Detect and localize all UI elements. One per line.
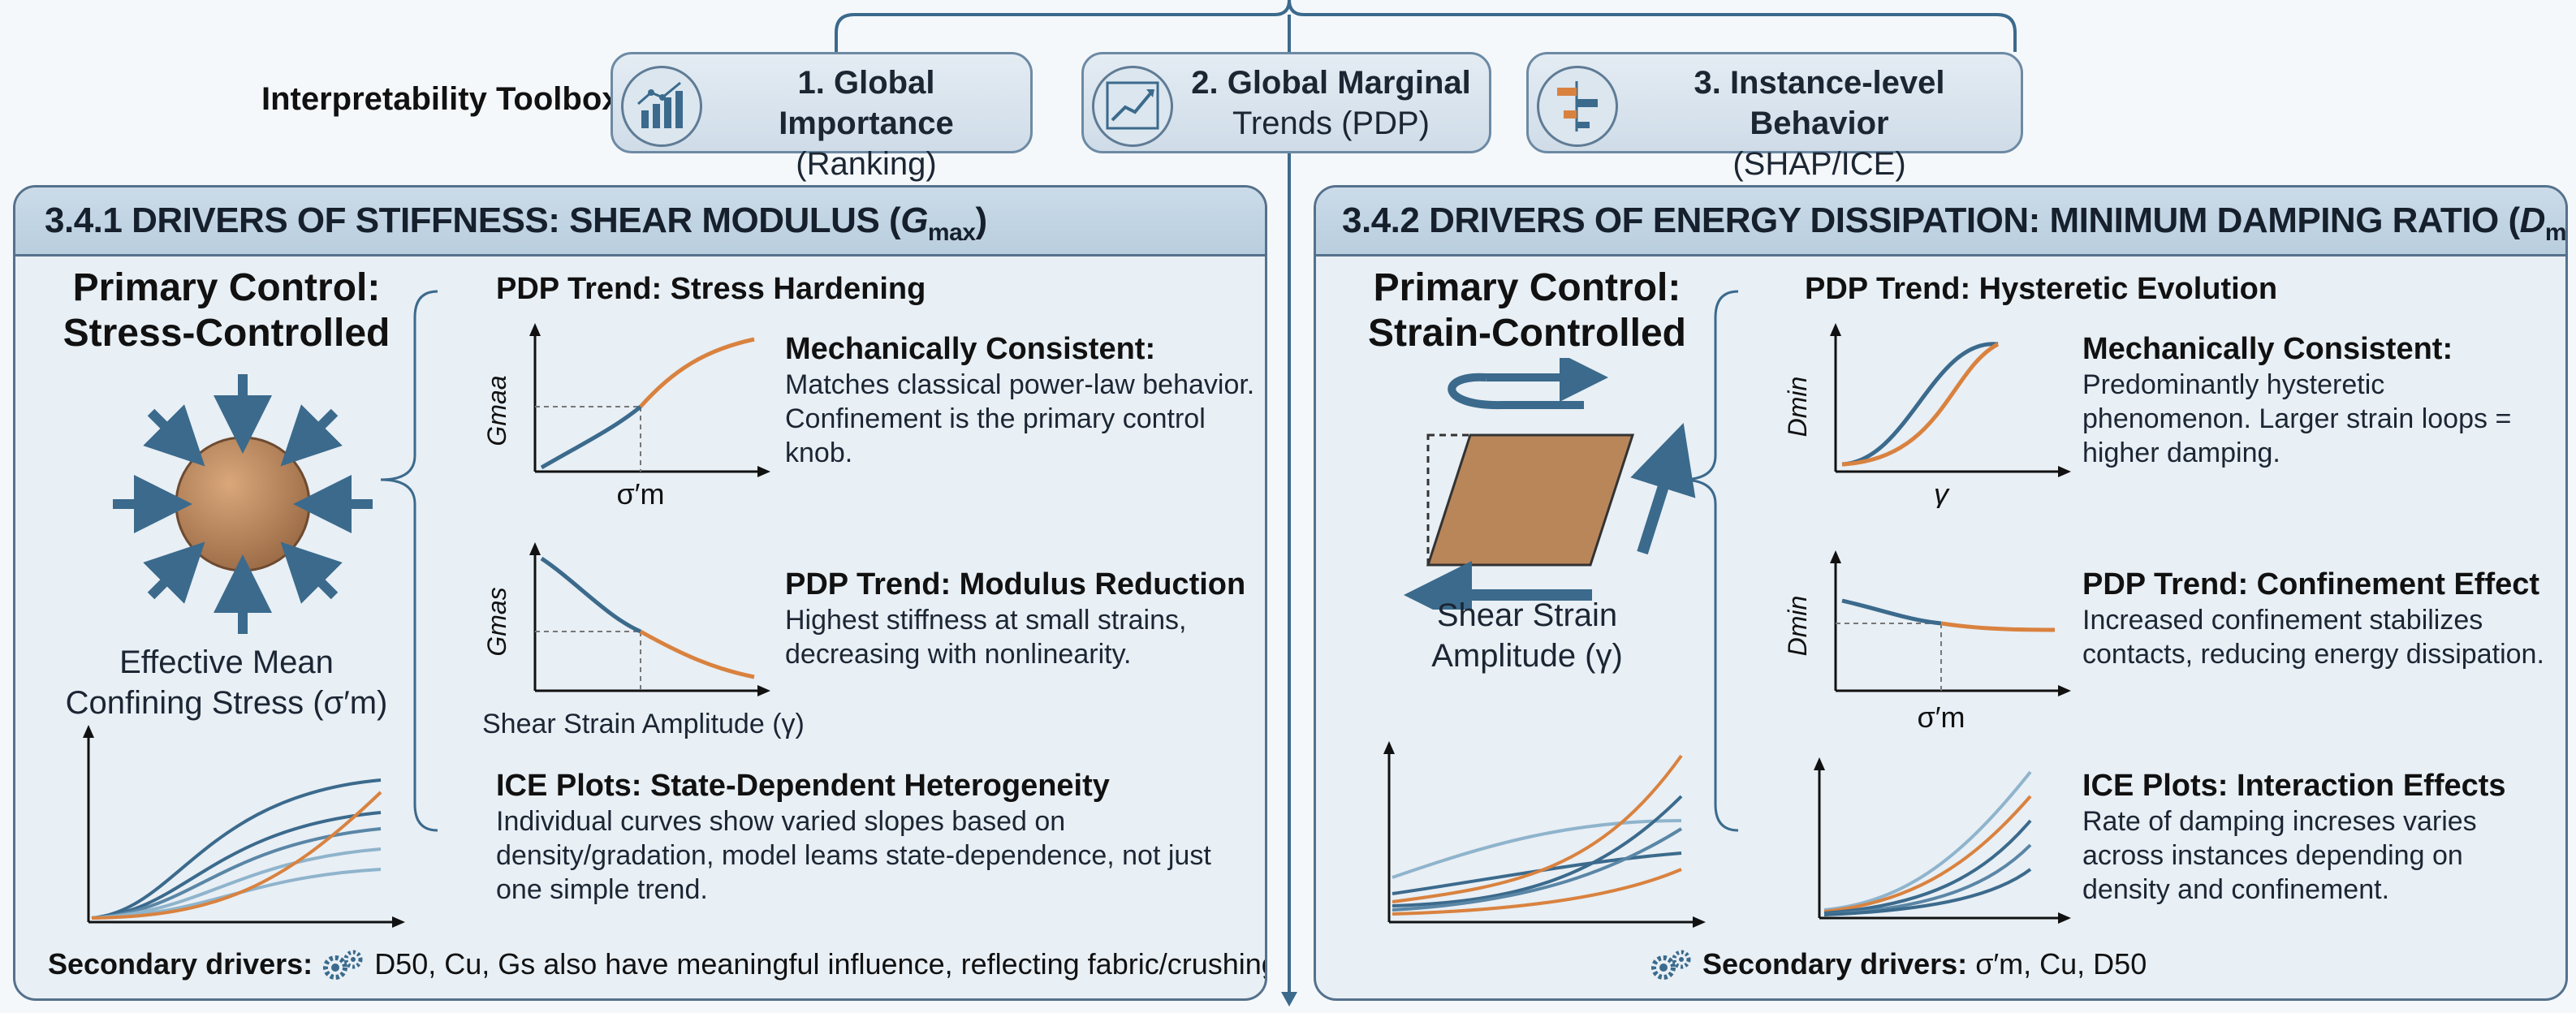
strain-caption: Shear Strain Amplitude (γ) [1431,597,1623,674]
toolbox-item-1-sub: (Ranking) [796,146,937,182]
stiffness-mech-body: Matches classical power-law behavior. Co… [785,369,1255,468]
gears-icon [323,950,363,981]
pdp-hysteretic-evolution-plot: Dmin γ [1787,323,2071,508]
dissipation-pdp1-heading: PDP Trend: Hysteretic Evolution [1805,272,2278,306]
bar-chart-icon [621,66,702,147]
pdp-stress-hardening-plot: Gmaa σ′m [486,323,770,508]
dissipation-pdp2-body: Increased confinement stabilizes contact… [2082,605,2544,670]
stiffness-pdp2-ylabel: Gmas [486,587,511,656]
global-importance-button[interactable]: 1. Global Importance (Ranking) [611,52,1033,182]
stiffness-ice-body: Individual curves show varied slopes bas… [496,806,1211,905]
toolbox-item-2-sub: Trends (PDP) [1232,106,1430,141]
stiffness-pdp1-heading: PDP Trend: Stress Hardening [496,272,926,306]
instance-level-behavior-button[interactable]: 3. Instance-level Behavior (SHAP/ICE) [1526,52,2023,182]
dissipation-pdp2-xlabel: σ′m [1918,700,1965,734]
stiffness-pdp1-ylabel: Gmaa [486,375,511,446]
dissipation-ice-heading: ICE Plots: Interaction Effects [2082,769,2506,803]
toolbox-label: Interpretability Toolbox: [261,81,631,117]
shap-bars-icon [1537,66,1618,147]
dissipation-mech-body: Predominantly hysteretic phenomenon. Lar… [2082,369,2512,468]
dissipation-panel-header: 3.4.2 DRIVERS OF ENERGY DISSIPATION: MIN… [1316,188,2565,256]
stress-caption: Effective Mean Confining Stress (σ′m) [65,644,388,721]
ice-plot-damping-left [1383,741,1706,928]
toolbox-item-2-title: 2. Global Marginal [1191,65,1471,101]
dissipation-primary-heading: Primary Control: Strain-Controlled [1368,266,1686,355]
dissipation-mech-heading: Mechanically Consistent: [2082,332,2453,366]
dissipation-ice-body: Rate of damping increses varies across i… [2082,806,2477,905]
dissipation-pdp2-heading: PDP Trend: Confinement Effect [2082,567,2540,601]
stiffness-panel: 3.4.1 DRIVERS OF STIFFNESS: SHEAR MODULU… [13,185,1267,1001]
toolbox-item-3-title: 3. Instance-level Behavior [1694,65,1945,141]
stiffness-pdp2-xlabel: Shear Strain Amplitude (γ) [482,709,805,739]
dissipation-panel: 3.4.2 DRIVERS OF ENERGY DISSIPATION: MIN… [1314,185,2568,1001]
dissipation-pdp2-ylabel: Dmin [1787,596,1812,657]
stiffness-panel-title: 3.4.1 DRIVERS OF STIFFNESS: SHEAR MODULU… [45,200,987,246]
stiffness-pdp1-xlabel: σ′m [617,477,665,508]
ice-plot-damping-right [1814,757,2071,924]
stiffness-ice-heading: ICE Plots: State-Dependent Heterogeneity [496,769,1110,803]
confined-sphere-illustration [113,374,373,634]
right-bracket [1681,290,1739,832]
dissipation-pdp1-xlabel: γ [1934,477,1950,508]
pdp-confinement-effect-plot: Dmin σ′m [1787,550,2071,734]
left-bracket [380,290,438,832]
primary-control-heading: Primary Control: Stress-Controlled [63,266,390,355]
gears-icon [1651,950,1691,981]
stiffness-pdp2-heading: PDP Trend: Modulus Reduction [785,567,1246,601]
toolbox-item-3-sub: (SHAP/ICE) [1732,146,1906,182]
dissipation-footer: Secondary drivers: σ′m, Cu, D50 [1649,947,2147,984]
toolbox-item-1-title: 1. Global Importance [779,65,954,141]
ice-plot-stiffness [83,725,405,928]
pdp-modulus-reduction-plot: Gmas [486,542,770,696]
stiffness-panel-header: 3.4.1 DRIVERS OF STIFFNESS: SHEAR MODULU… [15,188,1265,256]
stiffness-pdp2-body: Highest stiffness at small strains, decr… [785,605,1187,670]
stiffness-mech-heading: Mechanically Consistent: [785,332,1156,366]
shear-block-illustration [1404,358,1696,610]
dissipation-pdp1-ylabel: Dmin [1787,377,1812,438]
trend-line-icon [1092,66,1173,147]
stiffness-footer: Secondary drivers: D50, Cu, Gs also have… [48,947,1265,984]
global-marginal-trends-button[interactable]: 2. Global Marginal Trends (PDP) [1081,52,1491,153]
dissipation-panel-title: 3.4.2 DRIVERS OF ENERGY DISSIPATION: MIN… [1342,200,2567,246]
